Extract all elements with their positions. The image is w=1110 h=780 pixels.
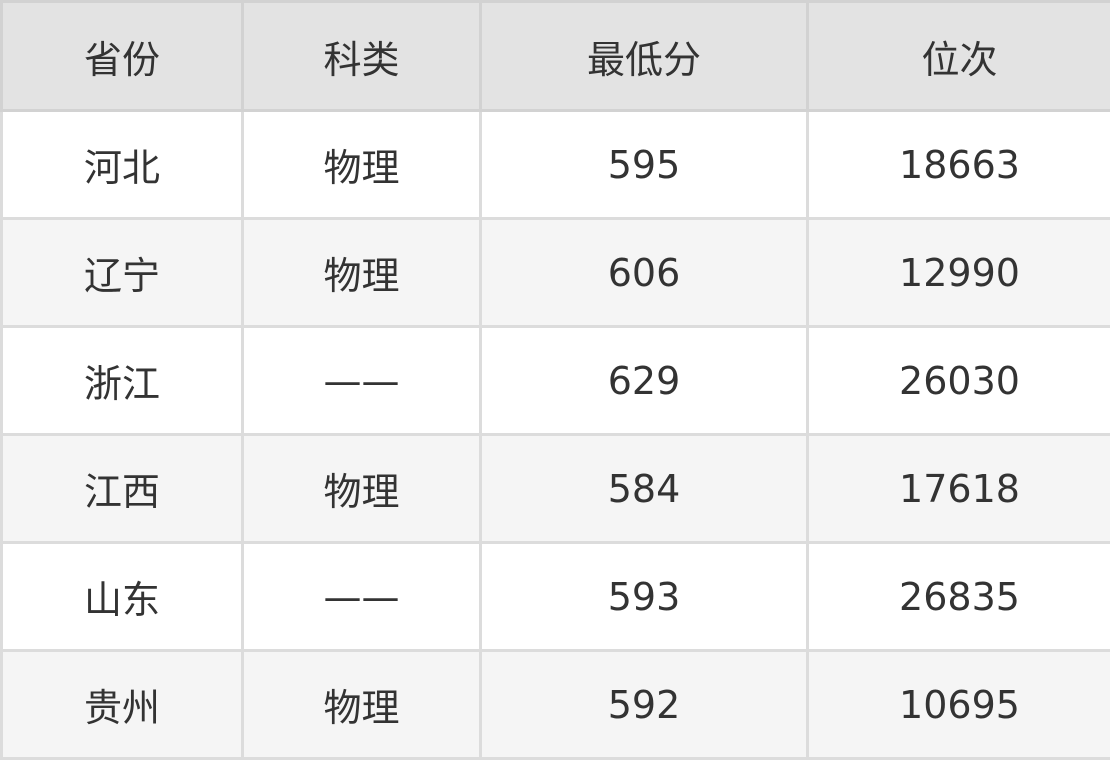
cell-min-score: 606: [479, 217, 809, 328]
cell-rank: 12990: [806, 217, 1110, 328]
cell-subject: 物理: [241, 649, 482, 760]
header-rank: 位次: [806, 0, 1110, 112]
header-province: 省份: [0, 0, 244, 112]
table-row: 辽宁 物理 606 12990: [0, 217, 1110, 328]
cell-subject: 物理: [241, 433, 482, 544]
cell-min-score: 593: [479, 541, 809, 652]
table-row: 贵州 物理 592 10695: [0, 649, 1110, 760]
cell-province: 山东: [0, 541, 244, 652]
cell-min-score: 595: [479, 109, 809, 220]
cell-min-score: 592: [479, 649, 809, 760]
table-row: 浙江 —— 629 26030: [0, 325, 1110, 436]
cell-province: 浙江: [0, 325, 244, 436]
cell-rank: 26835: [806, 541, 1110, 652]
table-row: 河北 物理 595 18663: [0, 109, 1110, 220]
cell-rank: 26030: [806, 325, 1110, 436]
cell-min-score: 584: [479, 433, 809, 544]
cell-province: 辽宁: [0, 217, 244, 328]
cell-province: 江西: [0, 433, 244, 544]
cell-subject: ——: [241, 541, 482, 652]
cell-rank: 17618: [806, 433, 1110, 544]
header-subject: 科类: [241, 0, 482, 112]
cell-subject: 物理: [241, 217, 482, 328]
admission-score-table: 省份 科类 最低分 位次 河北 物理 595 18663 辽宁 物理 606 12990 浙江 —…: [0, 0, 1110, 760]
table-row: 山东 —— 593 26835: [0, 541, 1110, 652]
cell-min-score: 629: [479, 325, 809, 436]
cell-province: 贵州: [0, 649, 244, 760]
header-min-score: 最低分: [479, 0, 809, 112]
cell-subject: 物理: [241, 109, 482, 220]
cell-rank: 18663: [806, 109, 1110, 220]
cell-rank: 10695: [806, 649, 1110, 760]
cell-subject: ——: [241, 325, 482, 436]
header-row: 省份 科类 最低分 位次: [0, 0, 1110, 112]
table-row: 江西 物理 584 17618: [0, 433, 1110, 544]
cell-province: 河北: [0, 109, 244, 220]
